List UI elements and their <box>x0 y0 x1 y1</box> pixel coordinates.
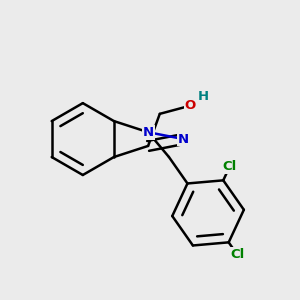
Text: Cl: Cl <box>223 160 237 173</box>
Text: N: N <box>142 126 154 139</box>
Text: N: N <box>178 133 189 146</box>
Text: Cl: Cl <box>230 248 244 261</box>
Text: O: O <box>185 99 196 112</box>
Text: H: H <box>198 90 209 104</box>
